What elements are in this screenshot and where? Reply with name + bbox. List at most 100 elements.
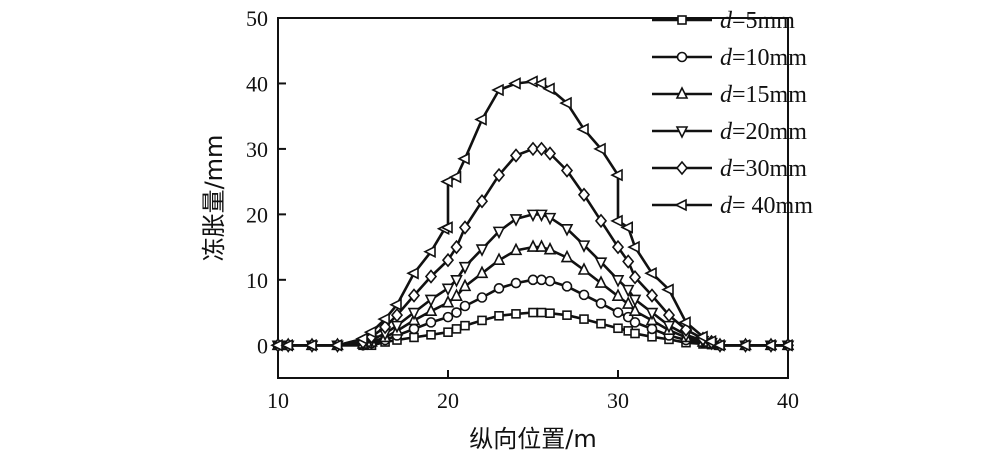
data-point (542, 82, 555, 95)
data-point (562, 310, 572, 320)
data-point (474, 113, 487, 126)
data-point (424, 303, 438, 317)
data-point (476, 292, 488, 303)
data-point (593, 142, 606, 156)
data-point (440, 175, 453, 188)
legend-label: d=15mm (720, 82, 807, 108)
data-point (460, 320, 470, 331)
data-point (627, 240, 640, 254)
data-point (329, 338, 343, 352)
y-axis-label: 冻胀量/mm (200, 135, 228, 262)
data-point (440, 221, 453, 234)
data-point (511, 309, 521, 319)
series-triangle-left (270, 75, 793, 352)
data-point (443, 327, 453, 337)
data-point (407, 307, 421, 321)
data-point (527, 274, 539, 286)
data-point (509, 148, 523, 163)
legend-marker (675, 126, 689, 139)
x-tick-label: 40 (777, 388, 799, 413)
data-point (533, 77, 547, 90)
data-point (644, 266, 657, 280)
x-axis-ticks: 10 20 30 40 (267, 370, 799, 413)
data-point (695, 330, 708, 344)
y-tick-label: 30 (246, 137, 268, 162)
y-tick-label: 10 (246, 268, 268, 293)
data-point (493, 283, 505, 294)
series-triangle-up (271, 239, 795, 351)
data-point (475, 244, 489, 257)
data-point (622, 254, 635, 269)
data-point (678, 316, 691, 329)
data-point (441, 294, 455, 308)
data-point (594, 275, 608, 288)
data-point (561, 281, 573, 292)
data-point (450, 288, 463, 301)
data-point (441, 252, 455, 268)
legend-item: d= 40mm (652, 193, 813, 219)
data-point (450, 239, 463, 255)
legend-label: d=10mm (720, 45, 807, 71)
data-point (441, 283, 455, 297)
data-point (492, 226, 506, 240)
data-point (280, 338, 294, 352)
data-point (509, 242, 523, 256)
x-axis-label: 纵向位置/m (469, 425, 596, 453)
data-point (508, 77, 521, 90)
data-point (535, 239, 548, 252)
legend-label: d= 40mm (720, 193, 813, 219)
data-point (595, 298, 607, 309)
data-point (389, 298, 402, 311)
data-point (543, 146, 557, 161)
data-point (426, 329, 436, 340)
series-line (278, 213, 788, 347)
data-point (491, 83, 504, 97)
data-point (628, 269, 642, 285)
data-point (406, 266, 419, 280)
data-point (442, 311, 454, 323)
data-point (475, 194, 489, 209)
data-point (621, 296, 635, 309)
data-point (629, 317, 641, 328)
data-point (763, 338, 776, 352)
data-point (536, 307, 547, 318)
data-point (703, 335, 717, 348)
x-tick-label: 20 (437, 388, 459, 413)
data-point (661, 283, 674, 296)
data-point (492, 252, 506, 265)
legend-marker (675, 86, 689, 99)
data-point (450, 275, 463, 288)
data-point (448, 170, 462, 184)
data-point (543, 241, 557, 255)
data-point (611, 275, 625, 288)
legend-item: d=15mm (652, 82, 807, 108)
data-point (594, 257, 608, 270)
data-point (613, 323, 623, 334)
data-point (425, 317, 437, 328)
legend-marker (676, 51, 688, 63)
data-point (610, 168, 623, 182)
data-point (630, 328, 640, 339)
y-tick-label: 20 (246, 202, 268, 227)
data-point (543, 212, 557, 226)
data-point (408, 323, 420, 335)
data-point (510, 277, 522, 289)
data-point (525, 75, 538, 88)
legend-item: d=10mm (652, 45, 807, 71)
series-line (278, 245, 788, 347)
data-point (780, 338, 793, 352)
data-point (610, 214, 623, 228)
data-point (423, 245, 436, 258)
data-point (407, 288, 421, 303)
plot-frame (277, 17, 789, 379)
data-point (621, 284, 635, 298)
data-point (528, 307, 538, 318)
data-point (536, 274, 547, 286)
data-point (526, 239, 540, 252)
data-point (457, 152, 470, 166)
data-point (390, 307, 404, 323)
data-point (576, 122, 589, 136)
legend-marker (675, 160, 689, 176)
y-tick-label: 40 (246, 71, 268, 96)
x-tick-label: 10 (267, 388, 289, 413)
